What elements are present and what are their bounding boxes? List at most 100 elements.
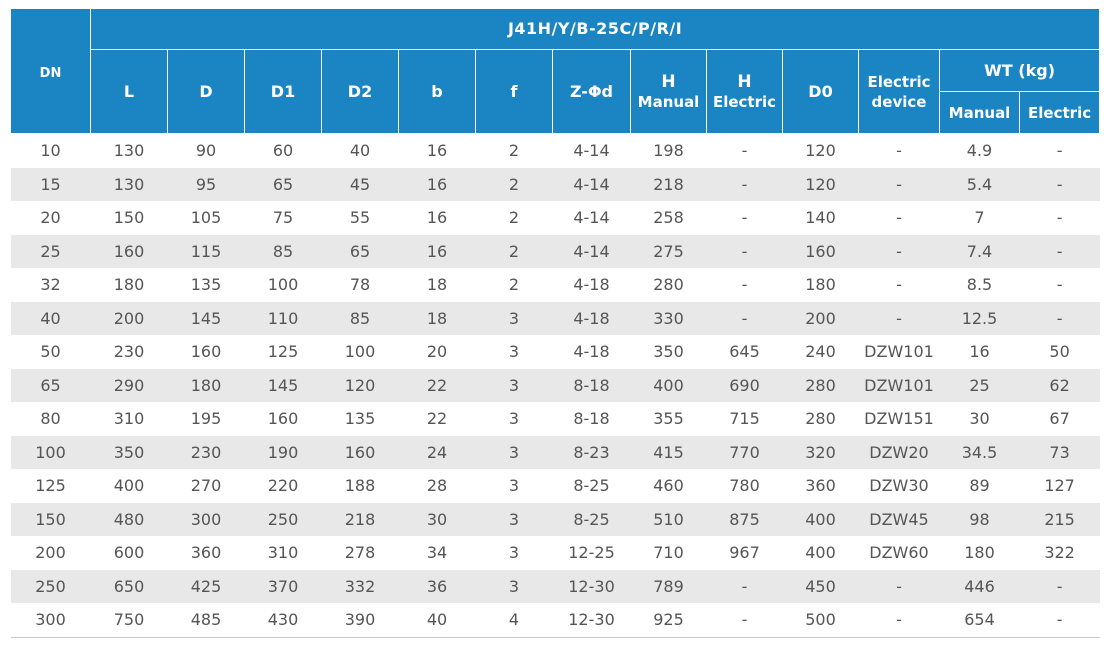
cell-electric-device: DZW101	[858, 335, 940, 369]
cell-h-electric: -	[706, 201, 783, 235]
cell-l: 650	[90, 569, 168, 603]
cell-dn: 40	[10, 301, 91, 335]
cell-f: 3	[475, 335, 553, 369]
cell-b: 30	[398, 502, 476, 536]
cell-f: 3	[475, 469, 553, 503]
cell-h-manual: 460	[630, 469, 707, 503]
cell-z-phi-d: 12-30	[552, 569, 631, 603]
table-row: 40 200 145 110 85 18 3 4-18 330-200-12.5-	[10, 301, 1100, 335]
header-model: J41H/Y/B-25C/P/R/I	[89, 8, 1101, 50]
header-wt-electric: Electric	[1018, 91, 1101, 134]
cell-l: 350	[90, 435, 168, 469]
cell-d1: 250	[244, 502, 322, 536]
cell-d1: 60	[244, 133, 322, 168]
table-header: DN J41H/Y/B-25C/P/R/I L D D1 D2 b f Z-Φd…	[10, 8, 1101, 134]
cell-f: 3	[475, 435, 553, 469]
table-row: 10 130 90 60 40 16 2 4-14 198-120-4.9-	[10, 133, 1100, 168]
cell-h-electric: -	[706, 133, 783, 168]
cell-wt-manual: 4.9	[939, 133, 1020, 168]
table-row: 300 750 485 430 390 40 4 12-30 925-500-654-	[10, 603, 1100, 638]
cell-d0: 160	[782, 234, 859, 268]
cell-h-electric: 645	[706, 335, 783, 369]
cell-b: 22	[398, 402, 476, 436]
cell-l: 290	[90, 368, 168, 402]
cell-wt-electric: 73	[1019, 435, 1100, 469]
cell-z-phi-d: 12-30	[552, 603, 631, 638]
header-d1: D1	[244, 49, 322, 134]
cell-h-manual: 280	[630, 268, 707, 302]
cell-wt-manual: 98	[939, 502, 1020, 536]
cell-z-phi-d: 8-18	[552, 402, 631, 436]
cell-wt-manual: 7	[939, 201, 1020, 235]
cell-d0: 280	[782, 402, 859, 436]
cell-z-phi-d: 4-14	[552, 167, 631, 201]
table-row: 250 650 425 370 332 36 3 12-30 789-450-446-	[10, 569, 1100, 603]
cell-l: 230	[90, 335, 168, 369]
cell-h-electric: 690	[706, 368, 783, 402]
cell-d0: 120	[782, 167, 859, 201]
cell-d1: 100	[244, 268, 322, 302]
cell-wt-manual: 25	[939, 368, 1020, 402]
cell-d0: 320	[782, 435, 859, 469]
table-row: 150 480 300 250 218 30 3 8-25 510 875 400 DZW45 98 21…	[10, 502, 1100, 536]
cell-wt-electric: 127	[1019, 469, 1100, 503]
table-row: 50 230 160 125 100 20 3 4-18 350 645 240 DZW101 16 50	[10, 335, 1100, 369]
cell-dn: 25	[10, 234, 91, 268]
cell-dn: 15	[10, 167, 91, 201]
cell-electric-device: DZW45	[858, 502, 940, 536]
cell-dn: 10	[10, 133, 91, 168]
header-z-phi-d: Z-Φd	[552, 49, 631, 134]
cell-l: 180	[90, 268, 168, 302]
cell-d: 230	[167, 435, 245, 469]
cell-f: 3	[475, 301, 553, 335]
cell-f: 4	[475, 603, 553, 638]
table-row: 25 160 115 85 65 16 2 4-14 275-160-7.4-	[10, 234, 1100, 268]
cell-d0: 200	[782, 301, 859, 335]
cell-z-phi-d: 4-18	[552, 301, 631, 335]
header-electric-device-bottom: device	[871, 92, 927, 111]
cell-l: 310	[90, 402, 168, 436]
cell-d2: 78	[321, 268, 399, 302]
cell-wt-electric: -	[1019, 133, 1100, 168]
header-wt: WT (kg)	[938, 49, 1101, 92]
cell-d0: 400	[782, 536, 859, 570]
cell-d0: 180	[782, 268, 859, 302]
cell-wt-electric: 215	[1019, 502, 1100, 536]
cell-b: 16	[398, 201, 476, 235]
cell-wt-electric: -	[1019, 201, 1100, 235]
cell-z-phi-d: 8-25	[552, 469, 631, 503]
cell-electric-device: -	[858, 268, 940, 302]
cell-d2: 390	[321, 603, 399, 638]
cell-dn: 20	[10, 201, 91, 235]
cell-h-manual: 258	[630, 201, 707, 235]
cell-f: 2	[475, 234, 553, 268]
cell-wt-electric: -	[1019, 268, 1100, 302]
cell-d2: 45	[321, 167, 399, 201]
header-dn: DN	[10, 8, 91, 134]
header-l: L	[90, 49, 168, 134]
cell-wt-electric: -	[1019, 301, 1100, 335]
cell-h-electric: -	[706, 268, 783, 302]
cell-f: 2	[475, 167, 553, 201]
cell-h-manual: 355	[630, 402, 707, 436]
cell-wt-electric: -	[1019, 167, 1100, 201]
cell-z-phi-d: 8-18	[552, 368, 631, 402]
header-h-manual-bottom: Manual	[637, 92, 700, 111]
cell-wt-manual: 654	[939, 603, 1020, 638]
cell-f: 3	[475, 368, 553, 402]
cell-h-manual: 350	[630, 335, 707, 369]
header-h-manual: H Manual	[630, 49, 707, 134]
cell-d1: 145	[244, 368, 322, 402]
cell-wt-manual: 446	[939, 569, 1020, 603]
cell-b: 36	[398, 569, 476, 603]
cell-d1: 125	[244, 335, 322, 369]
cell-h-manual: 789	[630, 569, 707, 603]
cell-d2: 278	[321, 536, 399, 570]
cell-d1: 110	[244, 301, 322, 335]
cell-h-manual: 415	[630, 435, 707, 469]
cell-wt-manual: 5.4	[939, 167, 1020, 201]
cell-b: 16	[398, 133, 476, 168]
header-electric-device: Electric device	[858, 49, 940, 134]
cell-d: 105	[167, 201, 245, 235]
cell-electric-device: -	[858, 234, 940, 268]
